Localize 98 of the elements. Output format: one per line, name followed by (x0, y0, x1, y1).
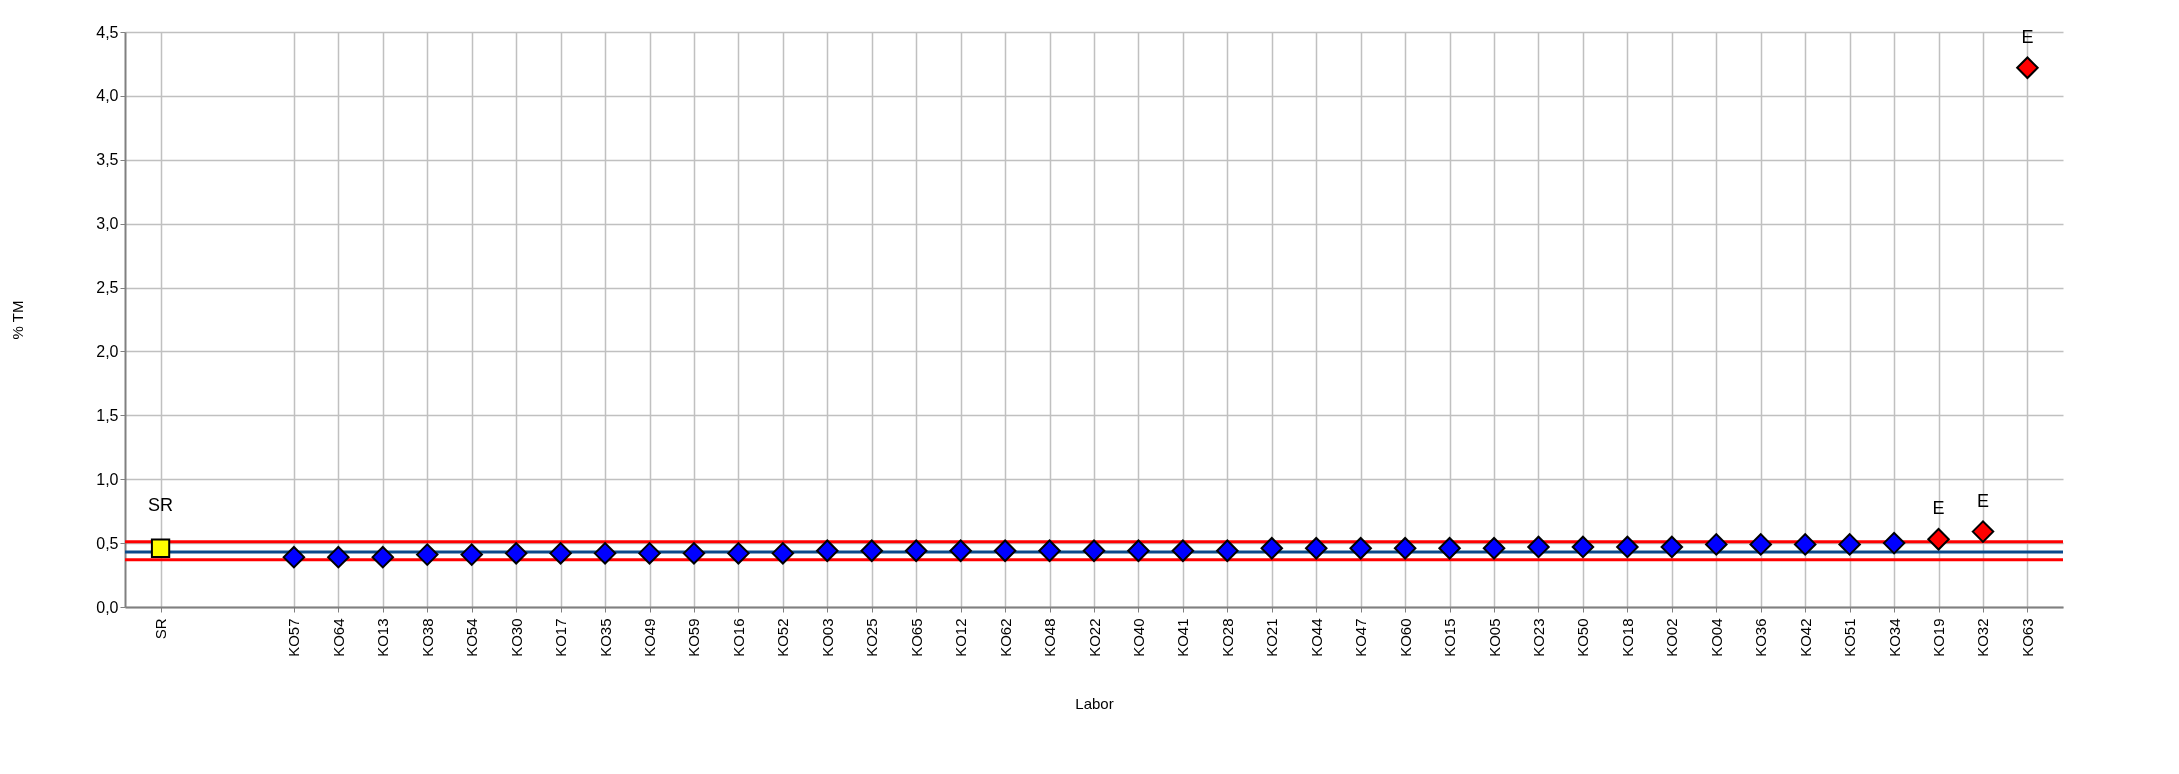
x-tick-label: KO42 (1796, 618, 1814, 657)
x-tick-label: KO41 (1174, 618, 1192, 657)
point (1838, 533, 1861, 556)
y-axis-title: % TM (9, 300, 27, 340)
series-label: SR (148, 495, 174, 516)
point (816, 539, 839, 563)
x-tick-label: KO51 (1841, 618, 1859, 657)
x-tick-label: KO54 (463, 618, 481, 657)
x-tick-label: KO16 (729, 618, 747, 657)
point (1305, 536, 1328, 560)
y-tick-label: 4,5 (96, 23, 119, 41)
annotation: E (1976, 490, 1989, 511)
x-tick-label: KO17 (552, 618, 570, 657)
point (1927, 528, 1950, 551)
y-tick-label: 3,5 (96, 151, 119, 169)
point (1171, 539, 1195, 563)
x-tick-label: KO52 (774, 618, 792, 657)
y-tick-label: 2,0 (96, 342, 119, 360)
point (993, 539, 1017, 563)
x-tick-label: KO62 (996, 618, 1014, 657)
x-tick-label: KO15 (1441, 618, 1459, 657)
point (1482, 536, 1506, 560)
y-tick-label: 0,5 (96, 534, 119, 552)
point (1571, 535, 1595, 559)
x-tick-label: KO35 (596, 618, 614, 657)
x-tick-label: KO30 (507, 618, 525, 657)
point (1971, 520, 1995, 543)
point (1705, 533, 1728, 556)
point (549, 542, 572, 565)
x-tick-label: KO19 (1930, 618, 1948, 657)
point (2016, 56, 2039, 80)
point (1216, 539, 1239, 563)
point (1393, 536, 1417, 560)
point (1660, 535, 1684, 559)
point (150, 538, 171, 558)
x-tick-label: KO04 (1707, 618, 1725, 657)
point (682, 542, 706, 565)
x-axis-title: Labor (1075, 694, 1114, 712)
point (504, 542, 528, 565)
x-tick-label: KO50 (1574, 618, 1592, 657)
point (1749, 533, 1772, 556)
point (949, 539, 972, 563)
point (860, 539, 883, 563)
point (327, 545, 350, 569)
point (727, 542, 750, 565)
x-tick-label: KO64 (329, 618, 347, 657)
point (1793, 533, 1817, 556)
point (282, 545, 306, 569)
y-tick-label: 1,5 (96, 406, 119, 424)
x-tick-label: KO21 (1263, 618, 1281, 657)
x-tick-label: KO13 (374, 618, 392, 657)
point (460, 543, 483, 566)
x-tick-label: KO28 (1218, 618, 1236, 657)
x-tick-label: KO44 (1307, 618, 1325, 657)
y-tick-label: 2,5 (96, 279, 119, 297)
point (1349, 536, 1372, 560)
x-tick-label: KO48 (1041, 618, 1059, 657)
x-tick-label: KO59 (685, 618, 703, 657)
point (1260, 536, 1284, 560)
x-tick-label: KO03 (818, 618, 836, 657)
x-tick-label: KO36 (1752, 618, 1770, 657)
point (416, 543, 439, 566)
point (1082, 539, 1106, 563)
y-tick-label: 4,0 (96, 87, 119, 105)
point (371, 545, 395, 569)
x-tick-label: KO60 (1396, 618, 1414, 657)
x-tick-label: KO23 (1530, 618, 1547, 657)
point (1127, 539, 1150, 563)
y-tick-label: 1,0 (96, 470, 119, 488)
annotation: E (2021, 26, 2034, 47)
x-tick-label: KO32 (1974, 618, 1992, 657)
x-tick-label: KO12 (952, 618, 970, 657)
point (638, 542, 661, 565)
x-tick-label: KO02 (1663, 618, 1681, 657)
x-tick-label: KO63 (2018, 618, 2036, 657)
x-tick-label: KO25 (863, 618, 881, 657)
point (1527, 535, 1550, 559)
point (1882, 531, 1906, 555)
point (1438, 536, 1461, 560)
x-tick-label: KO38 (418, 618, 436, 657)
x-tick-label: KO18 (1618, 618, 1636, 657)
x-tick-label: KO22 (1085, 618, 1103, 657)
y-tick-label: 3,0 (96, 215, 119, 233)
y-tick-label: 0,0 (96, 598, 119, 616)
x-tick-label: SR (152, 618, 170, 640)
point (904, 539, 928, 563)
x-tick-label: KO65 (907, 618, 925, 657)
x-tick-label: KO47 (1352, 618, 1370, 657)
point (1038, 539, 1061, 563)
point (771, 542, 795, 565)
x-tick-label: KO49 (641, 618, 658, 657)
x-tick-label: KO05 (1485, 618, 1503, 657)
x-tick-label: KO40 (1129, 618, 1147, 657)
x-tick-label: KO57 (285, 618, 303, 657)
point (1616, 535, 1639, 559)
annotation: E (1932, 498, 1945, 519)
x-tick-label: KO34 (1885, 618, 1903, 657)
point (593, 542, 617, 565)
